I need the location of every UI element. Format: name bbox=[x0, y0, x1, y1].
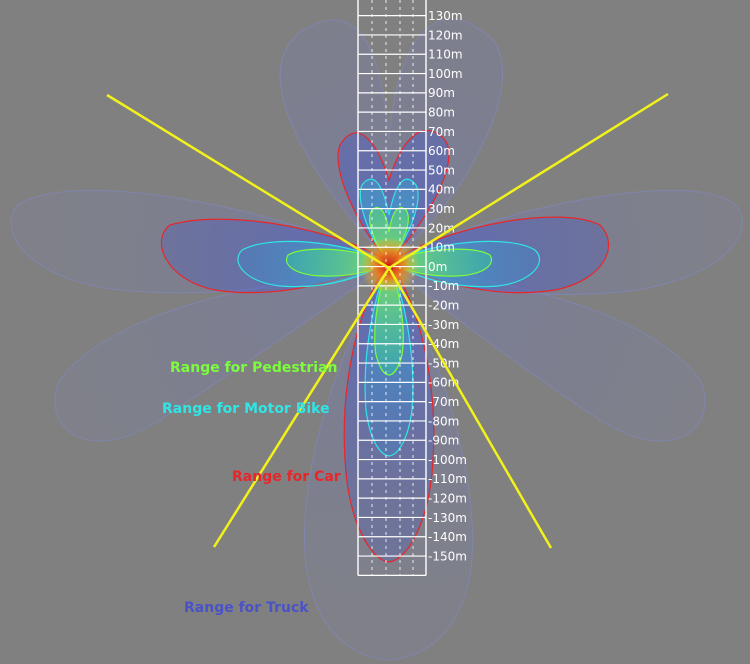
legend-motorbike: Range for Motor Bike bbox=[162, 401, 330, 417]
scale-label: 0m bbox=[428, 260, 447, 274]
pedestrian-range-region bbox=[286, 207, 492, 376]
scale-label: -90m bbox=[428, 434, 459, 448]
scale-label: -110m bbox=[428, 472, 467, 486]
scale-label: 80m bbox=[428, 106, 455, 120]
scale-label: 30m bbox=[428, 202, 455, 216]
scale-label: -120m bbox=[428, 492, 467, 506]
scale-label: 90m bbox=[428, 86, 455, 100]
scale-label: 110m bbox=[428, 48, 463, 62]
scale-label: -100m bbox=[428, 453, 467, 467]
scale-label: -70m bbox=[428, 395, 459, 409]
scale-label: 120m bbox=[428, 28, 463, 42]
fov-line-rear-left bbox=[212, 267, 391, 548]
scale-label: 130m bbox=[428, 9, 463, 23]
scale-label: -130m bbox=[428, 511, 467, 525]
scale-label: 10m bbox=[428, 241, 455, 255]
scale-label: 40m bbox=[428, 183, 455, 197]
scale-label: -140m bbox=[428, 530, 467, 544]
scale-label: -30m bbox=[428, 318, 459, 332]
fov-line-front-left bbox=[106, 93, 390, 270]
scale-label: -20m bbox=[428, 299, 459, 313]
scale-label: 50m bbox=[428, 163, 455, 177]
scale-label: -150m bbox=[428, 549, 467, 563]
scale-label: -10m bbox=[428, 279, 459, 293]
distance-scale-ruler: 130m120m110m100m90m80m70m60m50m40m30m20m… bbox=[357, 0, 467, 576]
legend-truck: Range for Truck bbox=[184, 600, 309, 616]
scale-label: -80m bbox=[428, 414, 459, 428]
scale-label: -60m bbox=[428, 376, 459, 390]
fov-line-front-right bbox=[388, 92, 669, 270]
scale-label: 60m bbox=[428, 144, 455, 158]
scale-label: 100m bbox=[428, 67, 463, 81]
legend-car: Range for Car bbox=[232, 469, 341, 485]
scale-label: 70m bbox=[428, 125, 455, 139]
fov-line-rear-right bbox=[387, 267, 553, 549]
legend-pedestrian: Range for Pedestrian bbox=[170, 360, 338, 376]
field-of-view-lines bbox=[106, 92, 669, 549]
